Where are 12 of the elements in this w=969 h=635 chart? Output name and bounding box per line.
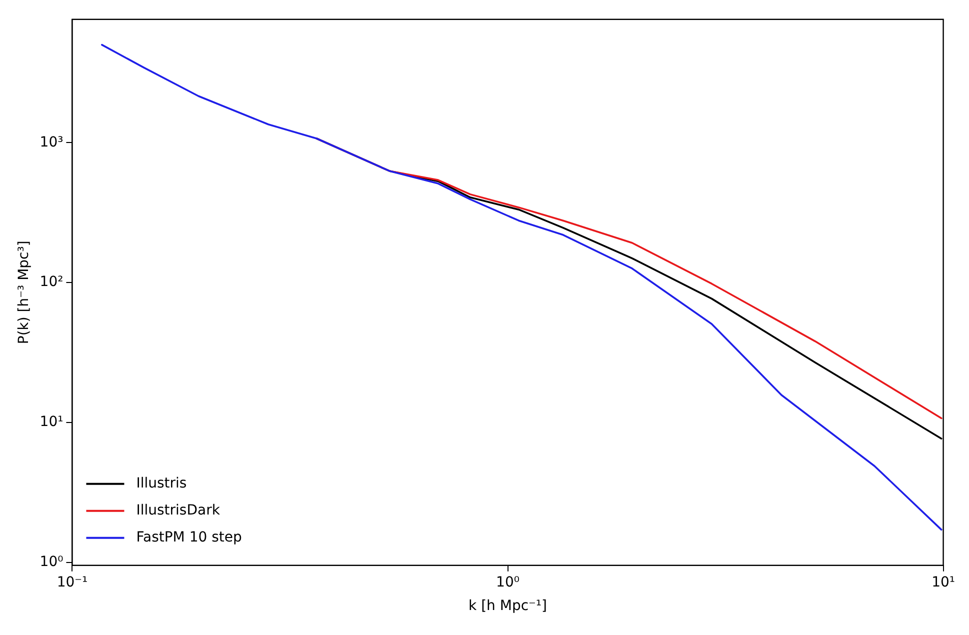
legend-label: FastPM 10 step — [136, 530, 242, 546]
y-tick-label: 10¹ — [40, 414, 64, 430]
y-axis-title: P(k) [h⁻³ Mpc³] — [16, 240, 32, 344]
legend-label: Illustris — [136, 476, 187, 492]
y-tick-label: 10⁰ — [40, 554, 64, 570]
x-axis-title: k [h Mpc⁻¹] — [468, 598, 547, 614]
x-tick-label: 10¹ — [932, 574, 956, 590]
x-tick-label: 10⁻¹ — [56, 574, 88, 590]
y-tick-label: 10³ — [40, 134, 64, 150]
x-tick-label: 10⁰ — [496, 574, 520, 590]
legend-label: IllustrisDark — [136, 502, 221, 519]
y-tick-label: 10² — [40, 274, 64, 290]
